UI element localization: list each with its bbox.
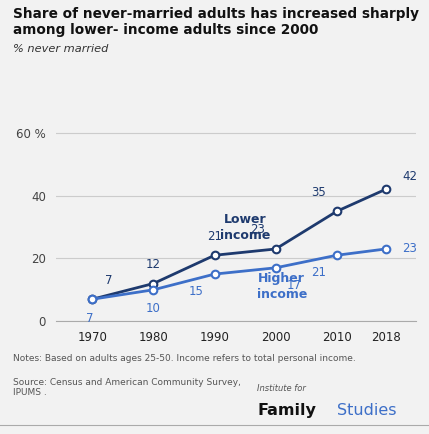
Text: 23: 23 (402, 243, 417, 256)
Text: 15: 15 (189, 285, 204, 298)
Text: Notes: Based on adults ages 25-50. Income refers to total personal income.: Notes: Based on adults ages 25-50. Incom… (13, 354, 356, 363)
Text: 7: 7 (86, 312, 94, 325)
Text: 23: 23 (250, 224, 265, 237)
Text: Studies: Studies (337, 403, 396, 418)
Text: Institute for: Institute for (257, 384, 306, 393)
Text: 21: 21 (207, 230, 222, 243)
Text: 35: 35 (311, 186, 326, 199)
Text: among lower- income adults since 2000: among lower- income adults since 2000 (13, 23, 318, 36)
Text: Family: Family (257, 403, 316, 418)
Text: Share of never-married adults has increased sharply: Share of never-married adults has increa… (13, 7, 419, 20)
Text: 21: 21 (311, 266, 326, 279)
Text: Source: Census and American Community Survey,
IPUMS .: Source: Census and American Community Su… (13, 378, 241, 397)
Text: Lower
income: Lower income (220, 213, 270, 241)
Text: 42: 42 (402, 170, 417, 183)
Text: 12: 12 (146, 258, 161, 271)
Text: 17: 17 (287, 279, 302, 292)
Text: 7: 7 (105, 274, 112, 286)
Text: % never married: % never married (13, 44, 108, 54)
Text: 10: 10 (146, 302, 161, 316)
Text: Higher
income: Higher income (257, 272, 307, 301)
